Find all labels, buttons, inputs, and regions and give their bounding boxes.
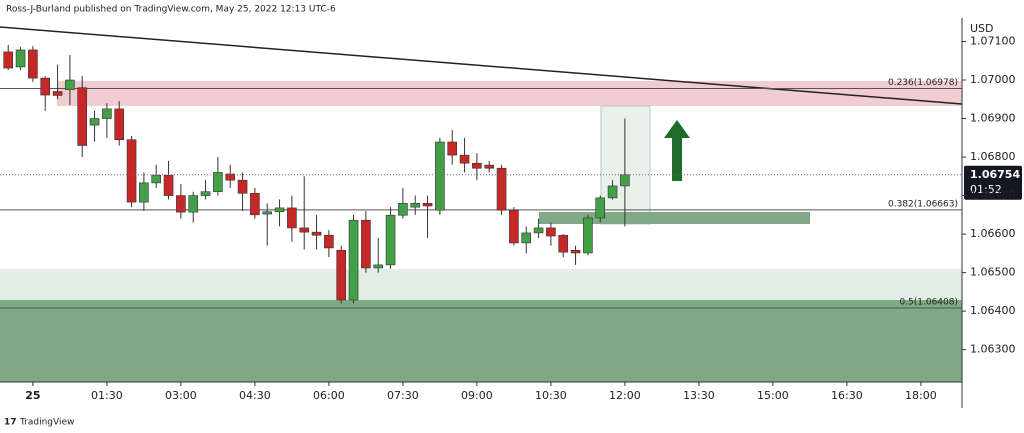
candle-body xyxy=(102,108,112,119)
candle-body xyxy=(459,154,470,164)
fib-label: 0.382(1.06663) xyxy=(888,199,958,209)
candle-body xyxy=(65,79,75,90)
candle-body xyxy=(237,179,248,194)
candle-body xyxy=(398,202,408,216)
y-tick-label: 1.06600 xyxy=(970,227,1016,240)
candle-body xyxy=(114,108,125,141)
footer: 17 TradingView xyxy=(4,418,74,428)
candle-body xyxy=(213,172,223,193)
up-arrow xyxy=(664,120,690,181)
candle-body xyxy=(28,49,38,79)
candle-body xyxy=(262,211,273,215)
x-tick-label: 15:00 xyxy=(757,389,789,402)
candle-body xyxy=(163,174,174,196)
header: Ross-J-Burland published on TradingView.… xyxy=(6,5,336,15)
candle-body xyxy=(348,219,359,301)
y-tick-label: 1.06400 xyxy=(970,304,1016,317)
x-tick-label: 01:30 xyxy=(91,389,123,402)
x-tick-label: 18:00 xyxy=(905,389,937,402)
logo-mark: 17 xyxy=(4,418,17,428)
x-tick-label: 12:00 xyxy=(609,389,641,402)
support-bar xyxy=(539,212,810,224)
x-tick-label: 25 xyxy=(25,389,40,402)
price-box: 1.06754 01:52 xyxy=(964,165,1022,200)
x-tick-label: 10:30 xyxy=(535,389,567,402)
candle-body xyxy=(620,174,630,187)
candle-body xyxy=(583,217,593,254)
x-tick-label: 04:30 xyxy=(239,389,271,402)
candle-body xyxy=(225,173,236,181)
resistance-zone xyxy=(57,81,962,106)
candle-body xyxy=(472,162,482,169)
candle-body xyxy=(15,49,26,68)
candle-body xyxy=(447,141,458,156)
candle-body xyxy=(410,202,421,208)
candle-body xyxy=(570,249,581,254)
candle-body xyxy=(287,207,297,229)
candle-body xyxy=(52,91,63,96)
candle-body xyxy=(521,232,532,244)
candle-body xyxy=(484,164,495,169)
candle-body xyxy=(311,231,322,236)
x-tick-label: 09:00 xyxy=(461,389,493,402)
candle-body xyxy=(176,195,186,213)
candle-body xyxy=(89,118,100,126)
x-tick-label: 13:30 xyxy=(683,389,715,402)
candle-body xyxy=(151,174,162,184)
support-zone xyxy=(0,269,962,300)
candle-body xyxy=(546,227,556,237)
candle-body xyxy=(139,182,149,203)
candle-body xyxy=(373,264,384,269)
footer-text: TradingView xyxy=(19,418,74,428)
candle-body xyxy=(250,192,260,216)
candle-body xyxy=(496,167,507,211)
y-tick-label: 1.07100 xyxy=(970,34,1016,47)
candle-body xyxy=(422,202,433,207)
candle-body xyxy=(361,219,371,269)
candle-body xyxy=(385,214,396,266)
candle-body xyxy=(3,51,14,69)
candle-body xyxy=(607,185,618,199)
y-tick-label: 1.06300 xyxy=(970,343,1016,356)
candle-body xyxy=(509,209,519,244)
fib-label: 0.236(1.06978) xyxy=(888,78,958,88)
candle-body xyxy=(126,139,137,203)
candle-body xyxy=(595,197,606,219)
candle-body xyxy=(200,191,211,196)
candle-body xyxy=(558,234,569,253)
y-tick-label: 1.06900 xyxy=(970,112,1016,125)
trendline xyxy=(0,26,963,105)
last-price-label: 1.06754 xyxy=(970,168,1020,181)
y-axis-label: USD xyxy=(970,22,994,35)
x-tick-label: 06:00 xyxy=(313,389,345,402)
candle-body xyxy=(435,141,445,211)
countdown: 01:52 xyxy=(970,183,1002,196)
candle-body xyxy=(324,234,334,249)
range-box xyxy=(600,105,651,225)
x-tick-label: 07:30 xyxy=(387,389,419,402)
candle-body xyxy=(336,249,347,301)
x-tick-label: 16:30 xyxy=(831,389,863,402)
candle-body xyxy=(533,227,544,234)
demand-zone xyxy=(0,300,962,382)
plot: 0.236(1.06978) 0.382(1.06663) 0.5(1.06408) xyxy=(0,44,962,309)
y-tick-label: 1.06500 xyxy=(970,266,1016,279)
y-tick-label: 1.06700 xyxy=(970,189,1016,202)
fib-label: 0.5(1.06408) xyxy=(899,298,958,308)
candle-body xyxy=(77,87,88,146)
candle-body xyxy=(299,227,310,233)
last-price-box xyxy=(964,165,1022,200)
y-tick-label: 1.07000 xyxy=(970,73,1016,86)
candle-body xyxy=(274,207,285,213)
y-tick-label: 1.06800 xyxy=(970,150,1016,163)
candle-body xyxy=(188,195,199,213)
candle-body xyxy=(40,77,51,96)
x-tick-label: 03:00 xyxy=(165,389,197,402)
